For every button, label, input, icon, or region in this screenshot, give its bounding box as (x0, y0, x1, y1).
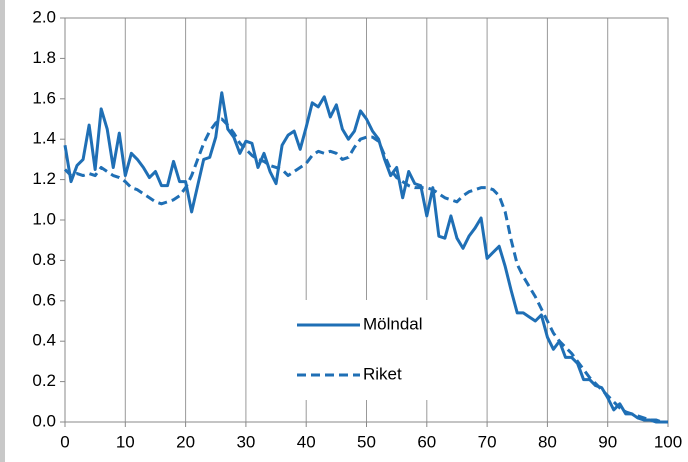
y-tick-label: 0.0 (32, 411, 56, 430)
x-tick-label: 100 (654, 432, 682, 451)
line-series (63, 91, 668, 424)
x-tick-label: 50 (357, 432, 376, 451)
x-tick-label: 80 (538, 432, 557, 451)
y-tick-label: 0.2 (32, 371, 56, 390)
y-tick-label: 0.8 (32, 250, 56, 269)
y-tick-label: 1.8 (32, 48, 56, 67)
y-tick-label: 0.4 (32, 331, 56, 350)
x-tick-label: 0 (60, 432, 69, 451)
x-tick-label: 90 (598, 432, 617, 451)
x-tick-label: 20 (176, 432, 195, 451)
y-tick-label: 1.4 (32, 129, 56, 148)
x-tick-label: 70 (478, 432, 497, 451)
legend-box (265, 300, 470, 400)
y-tick-label: 1.6 (32, 88, 56, 107)
line-series (63, 117, 668, 424)
x-tick-label: 40 (297, 432, 316, 451)
x-tick-label: 10 (116, 432, 135, 451)
y-tick-label: 0.6 (32, 290, 56, 309)
x-tick-label: 30 (236, 432, 255, 451)
legend-label: Riket (363, 364, 402, 383)
y-tick-label: 2.0 (32, 7, 56, 26)
left-border (0, 0, 5, 462)
legend-label: Mölndal (363, 314, 423, 333)
y-tick-label: 1.2 (32, 169, 56, 188)
x-tick-label: 60 (417, 432, 436, 451)
y-tick-label: 1.0 (32, 209, 56, 228)
plot-frame (64, 17, 669, 423)
